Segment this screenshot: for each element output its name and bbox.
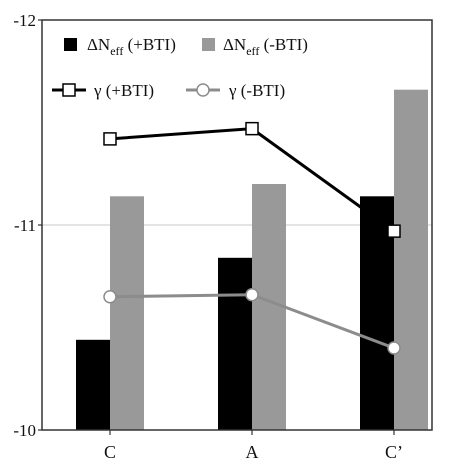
point-gamma-plus	[387, 224, 401, 238]
point-gamma-plus	[103, 132, 117, 146]
bar-neff-minus	[394, 89, 428, 430]
legend: ΔNeff (+BTI) ΔNeff (-BTI) γ (+BTI) γ (-B…	[52, 35, 308, 100]
y-axis: -12 -11 -10	[13, 11, 42, 440]
y-tick-label: -10	[13, 421, 36, 440]
legend-swatch-bar-plus	[64, 38, 77, 51]
x-tick-label: A	[246, 442, 259, 462]
legend-label-bar-plus: ΔNeff (+BTI)	[87, 35, 176, 58]
bar-neff-minus	[110, 196, 144, 430]
point-gamma-minus	[103, 290, 117, 304]
legend-label-bar-minus: ΔNeff (-BTI)	[223, 35, 308, 58]
x-tick-label: C’	[385, 442, 403, 462]
y-tick-label: -11	[14, 216, 36, 235]
legend-square-marker	[62, 83, 76, 97]
legend-swatch-bar-minus	[202, 38, 215, 51]
point-gamma-minus	[245, 287, 259, 302]
bar-neff-minus	[252, 184, 286, 430]
legend-circle-marker	[196, 83, 210, 97]
legend-label-gamma-minus: γ (-BTI)	[228, 81, 285, 100]
y-tick-label: -12	[13, 11, 36, 30]
bar-neff-plus	[76, 339, 110, 430]
point-gamma-plus	[245, 121, 259, 136]
bar-layer	[76, 89, 428, 430]
legend-label-gamma-plus: γ (+BTI)	[93, 81, 154, 100]
point-gamma-minus	[387, 341, 401, 355]
bar-neff-plus	[218, 257, 252, 430]
x-tick-label: C	[104, 442, 116, 462]
line-layer	[103, 121, 401, 355]
x-axis: C A C’	[104, 430, 403, 462]
